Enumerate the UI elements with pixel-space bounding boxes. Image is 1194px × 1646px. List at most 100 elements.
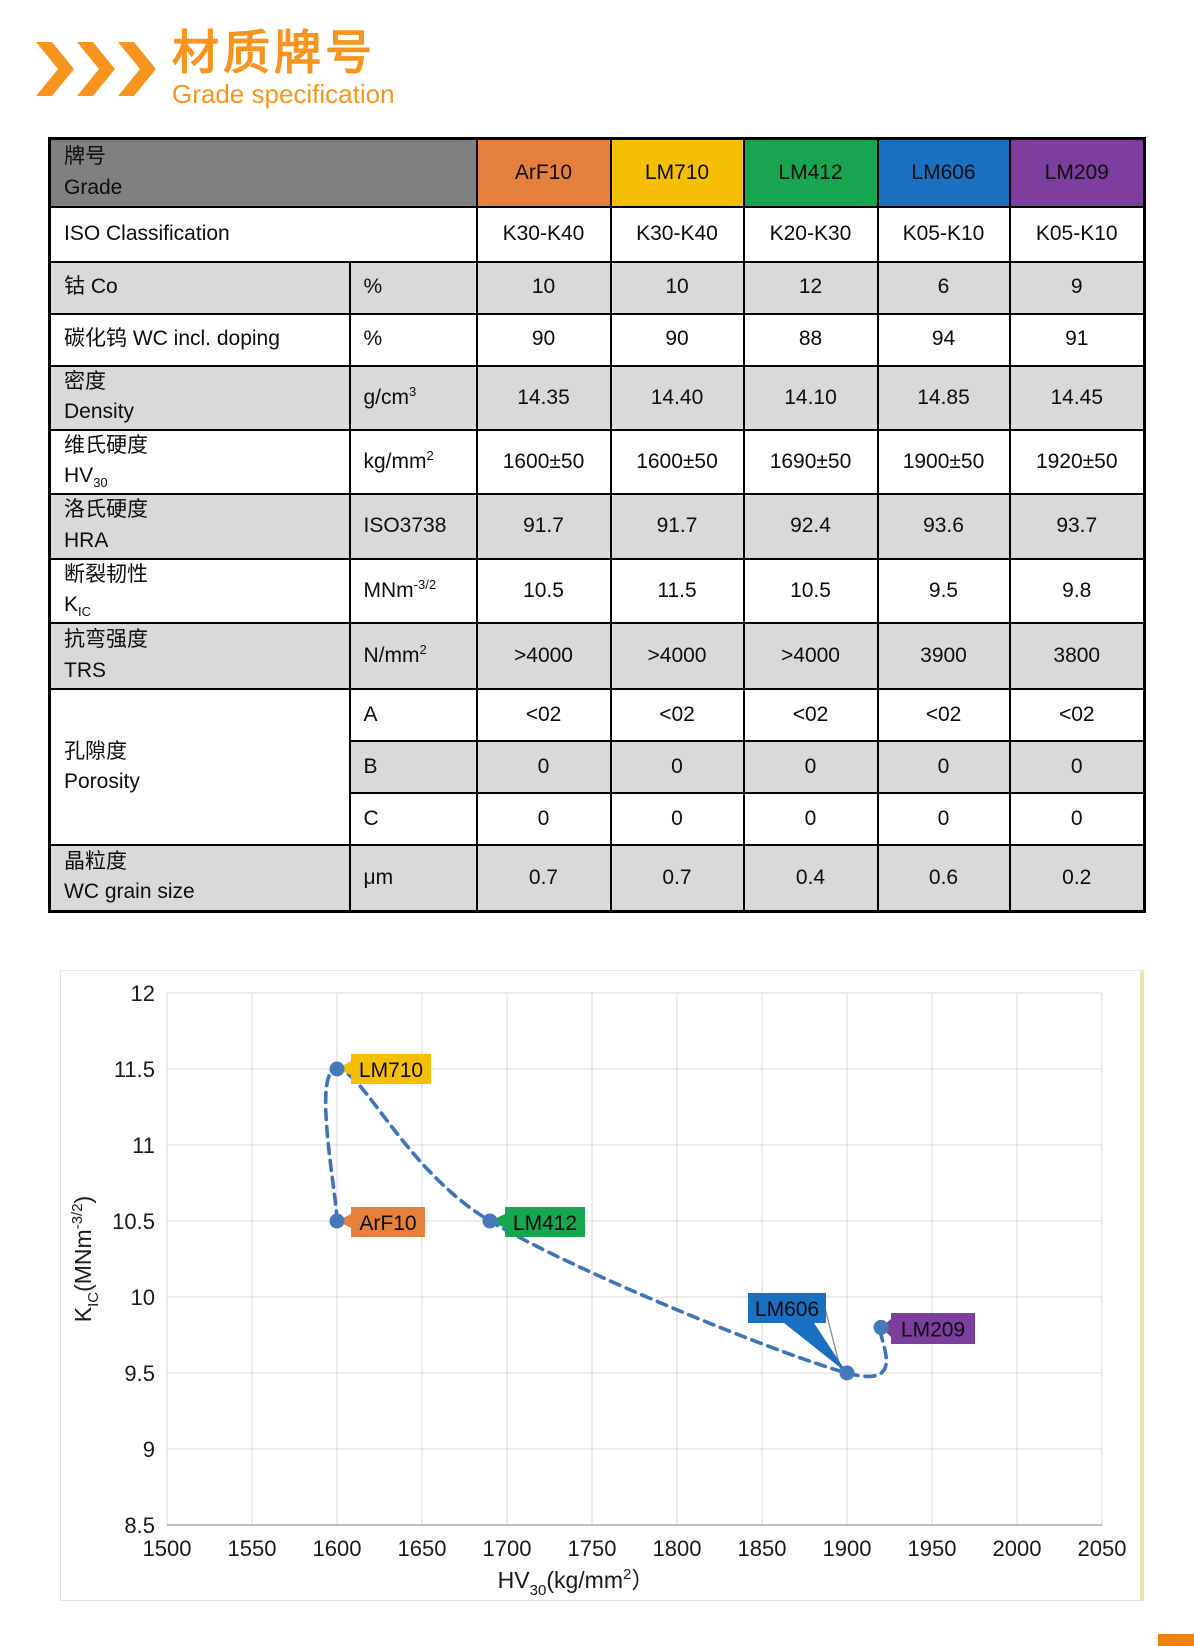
value-cell: K20-K30 <box>742 205 879 263</box>
data-label-text: LM412 <box>513 1212 577 1235</box>
value-cell: 92.4 <box>742 493 879 560</box>
value-cell: 93.7 <box>1008 493 1146 560</box>
data-point <box>839 1365 855 1381</box>
data-label-text: LM209 <box>901 1319 965 1342</box>
value-cell: 1690±50 <box>742 428 879 496</box>
row-label: 碳化钨 WC incl. doping <box>48 312 351 367</box>
triple-chevron-icon <box>36 42 156 96</box>
row-label: 钴 Co <box>48 260 351 315</box>
value-cell: 90 <box>609 312 745 367</box>
y-tick-label: 8.5 <box>124 1513 155 1538</box>
data-label-box <box>748 1293 826 1323</box>
row-label: 维氏硬度 HV30 <box>48 428 351 496</box>
unit-cell: ISO3738 <box>348 493 478 560</box>
data-label-box <box>891 1313 975 1344</box>
grade-header-cell: 牌号 Grade <box>48 137 478 208</box>
value-cell: <02 <box>742 688 879 743</box>
x-tick-label: 1650 <box>398 1536 447 1561</box>
x-tick-label: 2000 <box>993 1536 1042 1561</box>
grade-header-lm412: LM412 <box>742 137 879 208</box>
value-cell: 6 <box>876 260 1011 315</box>
value-cell: K30-K40 <box>475 205 612 263</box>
iso-row: ISO Classification K30-K40 K30-K40 K20-K… <box>48 205 1146 263</box>
value-cell: K30-K40 <box>609 205 745 263</box>
x-tick-label: 1750 <box>568 1536 617 1561</box>
fracture-toughness-row: 断裂韧性 KIC MNm-3/2 10.5 11.5 10.5 9.5 9.8 <box>48 557 1146 625</box>
data-point <box>329 1213 345 1229</box>
value-cell: 0 <box>1008 792 1146 847</box>
row-label: 洛氏硬度 HRA <box>48 493 351 560</box>
x-tick-label: 1800 <box>653 1536 702 1561</box>
value-cell: 0.6 <box>876 844 1011 913</box>
x-tick-label: 1950 <box>908 1536 957 1561</box>
data-label-box <box>505 1207 585 1237</box>
value-cell: 0 <box>876 792 1011 847</box>
page-subtitle: Grade specification <box>172 79 395 110</box>
unit-cell: kg/mm2 <box>348 428 478 496</box>
unit-cell: μm <box>348 844 478 913</box>
value-cell: 88 <box>742 312 879 367</box>
value-cell: 14.45 <box>1008 364 1146 431</box>
value-cell: 14.10 <box>742 364 879 431</box>
value-cell: 3900 <box>876 622 1011 691</box>
data-label-text: LM606 <box>755 1298 819 1321</box>
unit-cell: g/cm3 <box>348 364 478 431</box>
value-cell: >4000 <box>609 622 745 691</box>
x-tick-label: 1600 <box>313 1536 362 1561</box>
grain-size-row: 晶粒度 WC grain size μm 0.7 0.7 0.4 0.6 0.2 <box>48 844 1146 913</box>
row-label: 晶粒度 WC grain size <box>48 844 351 913</box>
value-cell: 0 <box>1008 740 1146 795</box>
value-cell: K05-K10 <box>1008 205 1146 263</box>
grade-header-lm209: LM209 <box>1008 137 1146 208</box>
value-cell: >4000 <box>475 622 612 691</box>
value-cell: 1920±50 <box>1008 428 1146 496</box>
y-tick-label: 11 <box>132 1133 155 1158</box>
value-cell: 14.40 <box>609 364 745 431</box>
value-cell: 0.2 <box>1008 844 1146 913</box>
data-point <box>873 1319 889 1335</box>
row-label: 抗弯强度 TRS <box>48 622 351 691</box>
unit-cell: MNm-3/2 <box>348 557 478 625</box>
x-tick-label: 1550 <box>228 1536 277 1561</box>
grade-header-en: Grade <box>64 175 123 199</box>
value-cell: 10.5 <box>742 557 879 625</box>
value-cell: 0 <box>742 792 879 847</box>
data-label-text: ArF10 <box>359 1212 416 1235</box>
value-cell: 94 <box>876 312 1011 367</box>
value-cell: <02 <box>1008 688 1146 743</box>
unit-cell: C <box>348 792 478 847</box>
x-axis-title: HV30(kg/mm2） <box>498 1566 655 1599</box>
value-cell: 9.5 <box>876 557 1011 625</box>
x-tick-label: 1900 <box>823 1536 872 1561</box>
unit-cell: N/mm2 <box>348 622 478 691</box>
value-cell: 0 <box>742 740 879 795</box>
row-label: 断裂韧性 KIC <box>48 557 351 625</box>
value-cell: 11.5 <box>609 557 745 625</box>
unit-cell: A <box>348 688 478 743</box>
grade-header-lm606: LM606 <box>876 137 1011 208</box>
table-header-row: 牌号 Grade ArF10 LM710 LM412 LM606 LM209 <box>48 137 1146 208</box>
kic-hv30-chart-container: 12 11.5 11 10.5 10 9.5 9 8.5 1500 1550 1600 1650 170… <box>60 970 1144 1601</box>
value-cell: K05-K10 <box>876 205 1011 263</box>
y-tick-label: 12 <box>131 981 155 1006</box>
value-cell: 0 <box>876 740 1011 795</box>
grade-header-lm710: LM710 <box>609 137 745 208</box>
x-tick-label: 1500 <box>143 1536 192 1561</box>
value-cell: 91.7 <box>609 493 745 560</box>
value-cell: 12 <box>742 260 879 315</box>
value-cell: <02 <box>475 688 612 743</box>
value-cell: 0 <box>475 740 612 795</box>
page-header-logo: 材质牌号 Grade specification <box>36 28 395 110</box>
x-tick-label: 2050 <box>1078 1536 1127 1561</box>
row-label: ISO Classification <box>48 205 478 263</box>
grade-header-cn: 牌号 <box>64 145 106 169</box>
value-cell: 9.8 <box>1008 557 1146 625</box>
value-cell: 0 <box>475 792 612 847</box>
value-cell: 0.4 <box>742 844 879 913</box>
value-cell: 0 <box>609 792 745 847</box>
value-cell: 90 <box>475 312 612 367</box>
unit-cell: % <box>348 260 478 315</box>
data-point <box>482 1213 498 1229</box>
value-cell: 0.7 <box>475 844 612 913</box>
value-cell: 1600±50 <box>609 428 745 496</box>
